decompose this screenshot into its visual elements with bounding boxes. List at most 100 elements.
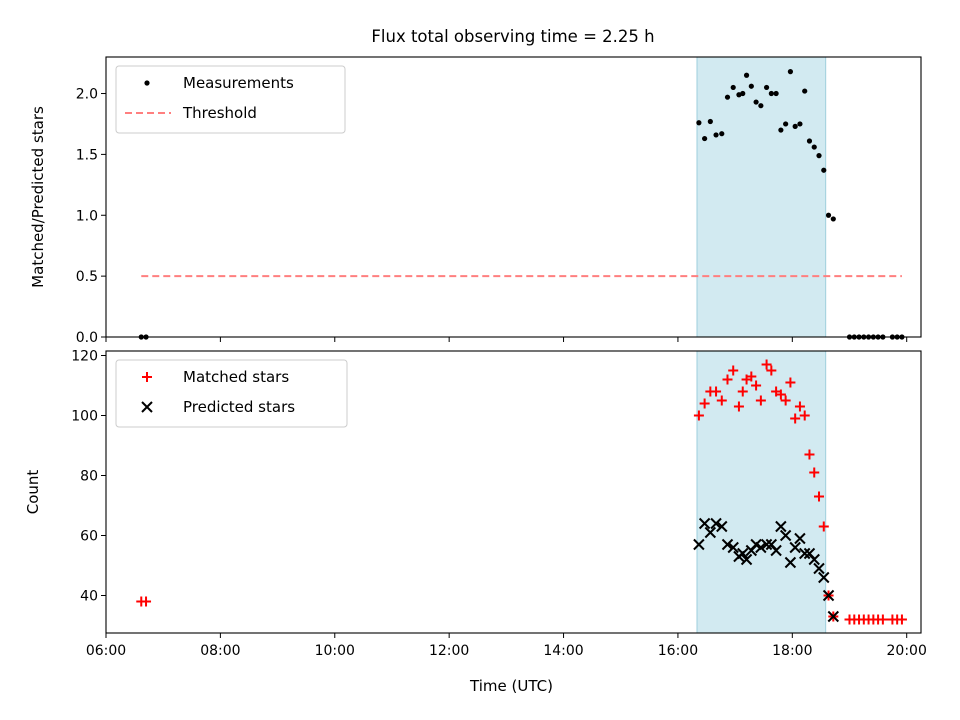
x-tick-label: 12:00: [429, 643, 469, 659]
data-point: [811, 144, 817, 150]
figure-title: Flux total observing time = 2.25 h: [371, 27, 654, 46]
y-tick-label: 0.5: [76, 269, 98, 285]
data-point: [721, 538, 734, 551]
y-tick-label: 100: [71, 409, 98, 425]
data-point: [698, 517, 711, 530]
data-point: [825, 212, 832, 218]
data-point: [710, 517, 722, 530]
data-point: [770, 544, 782, 557]
data-point: [693, 410, 704, 421]
y-axis-label: Matched/Predicted stars: [29, 106, 47, 288]
legend: Measurements Threshold: [115, 65, 346, 134]
series-matched-stars: [136, 359, 907, 625]
y-tick-label: 120: [71, 349, 98, 365]
legend-marker: [141, 401, 153, 413]
data-point: [775, 520, 787, 533]
data-point: [794, 532, 806, 545]
data-point: [896, 614, 907, 625]
data-point: [787, 69, 794, 75]
data-point: [722, 374, 733, 385]
y-tick-label: 80: [80, 469, 98, 485]
data-point: [737, 547, 749, 560]
data-point: [727, 541, 739, 554]
data-point: [822, 589, 835, 602]
x-tick-label: 08:00: [200, 643, 240, 659]
data-point: [808, 553, 820, 566]
data-point: [827, 610, 840, 623]
data-point: [789, 541, 801, 554]
panel-2: 40 60 80 100 120 06:00 08:00 10:00 12:00 14:00 16:…: [24, 349, 927, 696]
data-point: [716, 395, 727, 406]
data-point: [780, 395, 791, 406]
data-point: [707, 118, 713, 125]
panel-1: 0.0 0.5 1.0 1.5 2.0 Matched/Predicted stars Me…: [29, 56, 922, 346]
y-axis-label: Count: [24, 470, 42, 515]
legend-box: [115, 65, 346, 134]
y-tick-label: 0.0: [76, 330, 98, 346]
data-point: [804, 449, 815, 460]
data-point: [728, 365, 739, 376]
data-point: [816, 153, 822, 159]
series-predicted-stars: [693, 517, 840, 623]
data-point: [799, 547, 811, 560]
data-point: [760, 538, 773, 551]
x-axis-label: Time (UTC): [469, 677, 553, 695]
data-point: [773, 90, 779, 97]
legend-label: Threshold: [182, 104, 257, 122]
legend-marker: [142, 372, 152, 382]
data-point: [778, 127, 784, 133]
data-point: [785, 377, 796, 388]
y-tick-label: 1.5: [76, 147, 98, 163]
data-point: [716, 520, 728, 533]
data-point: [758, 103, 764, 109]
data-point: [802, 88, 808, 94]
data-point: [818, 571, 830, 584]
legend-label: Measurements: [183, 74, 294, 92]
data-point: [713, 132, 719, 138]
x-tick-label: 10:00: [315, 643, 355, 659]
data-point: [733, 401, 744, 412]
x-tick-label: 06:00: [86, 643, 126, 659]
data-point: [813, 562, 825, 575]
data-point: [746, 371, 757, 382]
data-point: [794, 401, 805, 412]
axes-frame: [105, 56, 922, 338]
data-point: [761, 359, 772, 370]
data-point: [730, 84, 736, 91]
legend: Matched stars Predicted stars: [115, 359, 348, 428]
data-point: [740, 553, 753, 566]
data-point: [818, 521, 829, 532]
data-point: [775, 389, 786, 400]
x-tick-label: 16:00: [658, 643, 698, 659]
data-point: [792, 123, 798, 129]
plots-layer: 0.0 0.5 1.0 1.5 2.0 Matched/Predicted stars Me…: [24, 56, 927, 696]
data-point: [753, 99, 759, 105]
data-point: [699, 398, 710, 409]
legend-label: Predicted stars: [183, 398, 295, 416]
y-tick-label: 60: [80, 529, 98, 545]
data-point: [702, 135, 708, 142]
legend-label: Matched stars: [183, 368, 289, 386]
data-point: [877, 614, 888, 625]
x-tick-label: 20:00: [887, 643, 927, 659]
data-point: [783, 121, 789, 127]
data-point: [763, 84, 770, 91]
data-point: [696, 120, 702, 126]
data-point: [737, 386, 748, 397]
data-point: [797, 121, 803, 127]
data-point: [809, 467, 820, 478]
data-point: [806, 138, 813, 144]
data-point: [790, 413, 801, 424]
legend-marker: [144, 80, 150, 86]
data-point: [748, 83, 754, 89]
shaded-interval: [696, 56, 827, 338]
x-tick-label: 14:00: [543, 643, 583, 659]
data-point: [768, 90, 774, 97]
x-tick-label: 18:00: [772, 643, 812, 659]
data-point: [814, 491, 825, 502]
data-point: [821, 167, 827, 173]
y-tick-label: 2.0: [76, 87, 98, 103]
axes-frame: [105, 350, 922, 634]
data-point: [743, 72, 750, 78]
